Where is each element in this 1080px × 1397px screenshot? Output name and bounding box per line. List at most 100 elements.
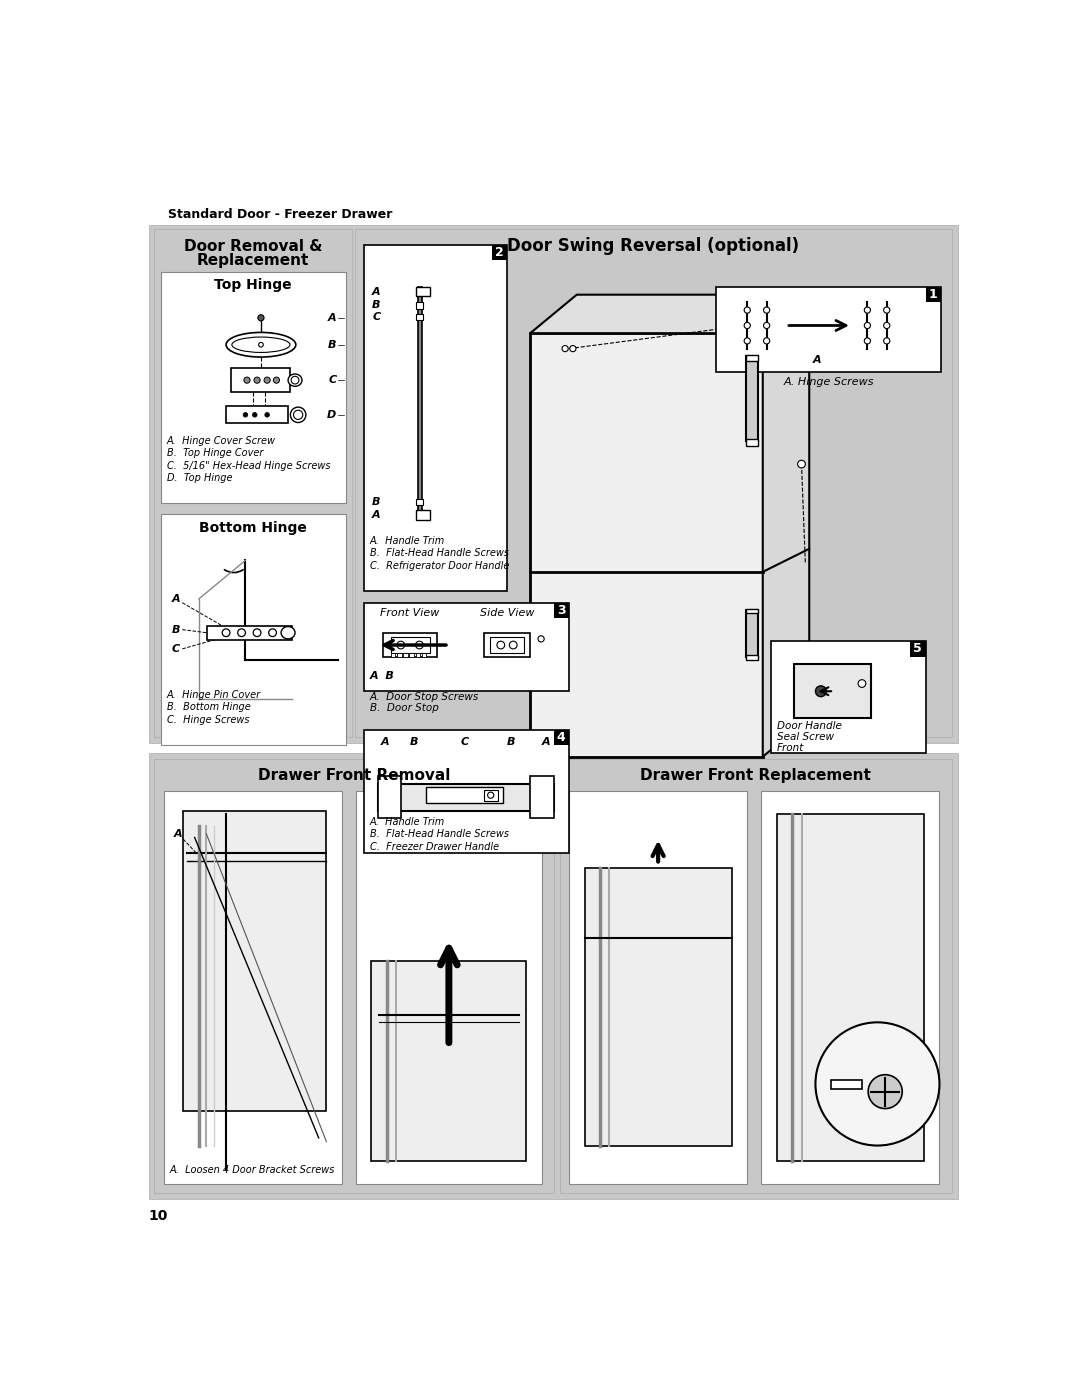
Circle shape bbox=[883, 323, 890, 328]
Text: A: A bbox=[173, 828, 181, 838]
Bar bbox=[777, 814, 924, 1161]
Bar bbox=[183, 810, 326, 1111]
Bar bbox=[416, 652, 420, 658]
Circle shape bbox=[497, 641, 504, 648]
Text: Seal Screw: Seal Screw bbox=[777, 732, 834, 742]
Ellipse shape bbox=[281, 627, 295, 638]
Text: Front: Front bbox=[777, 743, 805, 753]
Text: A.  Hinge Cover Screw: A. Hinge Cover Screw bbox=[166, 436, 275, 446]
Bar bbox=[231, 367, 291, 393]
Text: A: A bbox=[328, 313, 337, 323]
Bar bbox=[364, 602, 569, 692]
Circle shape bbox=[510, 641, 517, 648]
Bar bbox=[206, 626, 292, 640]
Bar bbox=[403, 260, 472, 569]
Circle shape bbox=[273, 377, 280, 383]
Bar bbox=[416, 286, 430, 296]
Bar bbox=[383, 633, 437, 657]
Circle shape bbox=[744, 338, 751, 344]
Text: C.  Freezer Drawer Handle: C. Freezer Drawer Handle bbox=[369, 842, 499, 852]
Bar bbox=[910, 641, 926, 657]
Text: Drawer Front Removal: Drawer Front Removal bbox=[258, 768, 450, 784]
Text: A.  Handle Trim: A. Handle Trim bbox=[369, 817, 445, 827]
Circle shape bbox=[864, 338, 870, 344]
Bar bbox=[391, 637, 430, 652]
Bar bbox=[422, 652, 427, 658]
Text: Bottom Hinge: Bottom Hinge bbox=[199, 521, 307, 535]
Text: A.  Handle Trim: A. Handle Trim bbox=[369, 536, 445, 546]
Circle shape bbox=[264, 377, 270, 383]
Circle shape bbox=[562, 345, 568, 352]
Circle shape bbox=[744, 323, 751, 328]
Circle shape bbox=[815, 1023, 940, 1146]
Circle shape bbox=[815, 686, 826, 697]
Bar bbox=[372, 961, 526, 1161]
Circle shape bbox=[416, 641, 423, 648]
Bar bbox=[484, 789, 498, 800]
Text: C.  Hinge Screws: C. Hinge Screws bbox=[166, 715, 249, 725]
Bar bbox=[416, 499, 422, 504]
Bar bbox=[716, 286, 941, 372]
Bar bbox=[554, 602, 569, 617]
Bar bbox=[926, 286, 941, 302]
Circle shape bbox=[265, 412, 270, 418]
Text: 5: 5 bbox=[914, 643, 922, 655]
Text: Replacement: Replacement bbox=[197, 253, 309, 268]
Circle shape bbox=[244, 377, 251, 383]
Bar bbox=[745, 610, 758, 657]
Text: Top Hinge: Top Hinge bbox=[214, 278, 292, 292]
Bar bbox=[745, 356, 758, 441]
Bar bbox=[831, 1080, 862, 1090]
Text: D: D bbox=[327, 409, 337, 420]
Text: Door Swing Reversal (optional): Door Swing Reversal (optional) bbox=[508, 237, 799, 256]
Circle shape bbox=[864, 323, 870, 328]
Circle shape bbox=[744, 307, 751, 313]
Text: A: A bbox=[812, 355, 821, 365]
Bar bbox=[418, 286, 422, 518]
Bar bbox=[530, 775, 554, 819]
Text: B.  Top Hinge Cover: B. Top Hinge Cover bbox=[166, 448, 264, 458]
Bar bbox=[378, 775, 401, 819]
Text: C.  5/16" Hex-Head Hinge Screws: C. 5/16" Hex-Head Hinge Screws bbox=[166, 461, 330, 471]
Text: A  B: A B bbox=[369, 671, 394, 680]
Text: B: B bbox=[409, 738, 418, 747]
Bar bbox=[584, 869, 732, 1146]
Circle shape bbox=[258, 314, 264, 321]
Text: A: A bbox=[372, 286, 380, 296]
Text: A: A bbox=[172, 594, 180, 604]
Circle shape bbox=[883, 338, 890, 344]
Bar bbox=[149, 753, 958, 1200]
Text: B.  Bottom Hinge: B. Bottom Hinge bbox=[166, 703, 251, 712]
Circle shape bbox=[258, 342, 264, 346]
Circle shape bbox=[764, 323, 770, 328]
Bar bbox=[364, 729, 569, 854]
Text: C.  Refrigerator Door Handle: C. Refrigerator Door Handle bbox=[369, 560, 509, 571]
Text: B: B bbox=[507, 738, 515, 747]
Circle shape bbox=[294, 411, 302, 419]
Bar bbox=[491, 244, 507, 260]
Bar bbox=[161, 514, 346, 745]
Circle shape bbox=[222, 629, 230, 637]
Bar bbox=[745, 355, 758, 360]
Bar bbox=[745, 655, 758, 659]
Bar bbox=[416, 314, 422, 320]
Ellipse shape bbox=[291, 407, 306, 422]
Text: Door Handle: Door Handle bbox=[777, 721, 841, 731]
Text: Drawer Front Replacement: Drawer Front Replacement bbox=[640, 768, 872, 784]
Text: A: A bbox=[372, 510, 380, 520]
Polygon shape bbox=[530, 334, 762, 757]
Circle shape bbox=[269, 629, 276, 637]
Bar bbox=[484, 633, 530, 657]
Text: Standard Door - Freezer Drawer: Standard Door - Freezer Drawer bbox=[167, 208, 392, 221]
Bar bbox=[226, 407, 288, 423]
Bar bbox=[794, 665, 872, 718]
Text: Front View: Front View bbox=[380, 609, 440, 619]
Circle shape bbox=[764, 338, 770, 344]
Bar bbox=[397, 652, 402, 658]
Bar bbox=[164, 791, 342, 1185]
Circle shape bbox=[488, 792, 494, 798]
Circle shape bbox=[883, 307, 890, 313]
Bar bbox=[409, 652, 414, 658]
Bar bbox=[161, 271, 346, 503]
Circle shape bbox=[254, 377, 260, 383]
